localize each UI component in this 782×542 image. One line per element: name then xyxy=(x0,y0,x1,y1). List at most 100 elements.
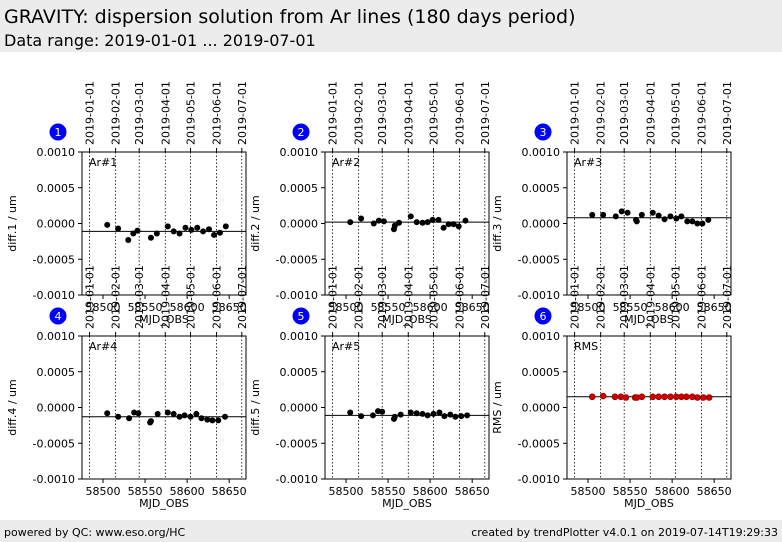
data-point xyxy=(435,216,442,223)
data-point xyxy=(125,236,132,243)
data-point xyxy=(126,415,133,422)
data-point xyxy=(447,411,454,418)
y-axis-label: diff.5 / um xyxy=(249,379,262,436)
data-point xyxy=(182,224,189,231)
data-point xyxy=(419,219,426,226)
x-tick-label: 58550 xyxy=(613,301,648,314)
top-date-label: 2019-03-01 xyxy=(376,81,389,145)
data-point xyxy=(407,213,414,220)
data-point xyxy=(633,218,640,225)
x-tick-label: 58650 xyxy=(212,301,247,314)
data-point xyxy=(429,216,436,223)
top-date-label: 2019-04-01 xyxy=(402,265,415,329)
data-point xyxy=(424,219,431,226)
data-point xyxy=(699,394,707,401)
data-point xyxy=(188,226,195,233)
y-axis-label: diff.1 / um xyxy=(6,195,19,252)
y-tick-label: -0.0010 xyxy=(518,289,560,302)
y-axis-label: diff.3 / um xyxy=(491,195,504,252)
y-axis-label: RMS / um xyxy=(491,381,504,434)
page-title: GRAVITY: dispersion solution from Ar lin… xyxy=(4,6,576,28)
y-tick-label: -0.0005 xyxy=(518,437,560,450)
data-point xyxy=(612,213,619,220)
x-axis-label: MJD_OBS xyxy=(139,497,189,510)
data-point xyxy=(455,223,462,230)
x-tick-label: 58650 xyxy=(455,485,490,498)
top-date-label: 2019-04-01 xyxy=(644,81,657,145)
y-tick-label: 0.0000 xyxy=(37,402,76,415)
y-tick-label: -0.0010 xyxy=(276,473,318,486)
top-date-label: 2019-02-01 xyxy=(595,265,608,329)
data-point xyxy=(181,412,188,419)
x-axis-label: MJD_OBS xyxy=(624,313,674,326)
data-point xyxy=(678,213,685,220)
data-point xyxy=(358,215,365,222)
data-point xyxy=(358,413,365,420)
data-point xyxy=(673,215,680,222)
data-point xyxy=(379,408,386,415)
top-date-label: 2019-01-01 xyxy=(569,265,582,329)
x-tick-label: 58600 xyxy=(413,485,448,498)
y-tick-label: 0.0005 xyxy=(37,366,76,379)
series-label: Ar#1 xyxy=(89,156,117,169)
data-point xyxy=(200,228,207,235)
x-tick-label: 58650 xyxy=(212,485,247,498)
x-tick-label: 58550 xyxy=(371,485,406,498)
top-date-label: 2019-01-01 xyxy=(84,265,97,329)
data-point xyxy=(655,212,662,219)
top-date-label: 2019-02-01 xyxy=(110,265,123,329)
top-date-label: 2019-01-01 xyxy=(84,81,97,145)
series-label: RMS xyxy=(574,340,598,353)
x-tick-label: 58500 xyxy=(86,301,121,314)
data-point xyxy=(661,393,668,401)
x-tick-label: 58600 xyxy=(170,485,205,498)
data-point xyxy=(347,409,354,416)
top-date-label: 2019-05-01 xyxy=(427,265,440,329)
y-tick-label: 0.0000 xyxy=(280,402,319,415)
x-axis-label: MJD_OBS xyxy=(382,313,432,326)
x-tick-label: 58550 xyxy=(128,301,163,314)
data-point xyxy=(683,393,690,401)
data-point xyxy=(380,218,387,225)
top-date-label: 2019-03-01 xyxy=(618,265,631,329)
y-tick-label: -0.0010 xyxy=(33,473,75,486)
data-point xyxy=(699,220,706,227)
data-point xyxy=(638,211,645,218)
y-tick-label: 0.0010 xyxy=(37,146,76,159)
data-point xyxy=(147,418,154,425)
data-point xyxy=(193,410,200,417)
y-tick-label: 0.0000 xyxy=(522,218,561,231)
data-point xyxy=(104,221,111,228)
y-tick-label: 0.0010 xyxy=(280,330,319,343)
series-label: Ar#3 xyxy=(574,156,602,169)
x-tick-label: 58550 xyxy=(371,301,406,314)
y-tick-label: 0.0005 xyxy=(522,182,561,195)
data-point xyxy=(135,410,142,417)
data-point xyxy=(638,393,646,401)
top-date-label: 2019-07-01 xyxy=(721,81,734,145)
data-point xyxy=(170,228,177,235)
y-tick-label: 0.0000 xyxy=(522,402,561,415)
top-date-label: 2019-05-01 xyxy=(184,265,197,329)
top-date-label: 2019-07-01 xyxy=(479,265,492,329)
panel-number-badge xyxy=(292,307,310,325)
data-point xyxy=(611,393,619,401)
top-date-label: 2019-02-01 xyxy=(353,265,366,329)
x-axis-label: MJD_OBS xyxy=(624,497,674,510)
data-point xyxy=(164,409,171,416)
top-date-label: 2019-06-01 xyxy=(696,81,709,145)
panel-number-badge xyxy=(534,123,552,141)
y-tick-label: -0.0005 xyxy=(276,253,318,266)
data-point xyxy=(147,234,154,241)
data-point xyxy=(187,413,194,420)
y-tick-label: -0.0005 xyxy=(33,253,75,266)
data-point xyxy=(661,216,668,223)
data-point xyxy=(588,393,596,401)
x-tick-label: 58600 xyxy=(655,301,690,314)
data-point xyxy=(462,217,469,224)
top-date-label: 2019-05-01 xyxy=(427,81,440,145)
x-tick-label: 58650 xyxy=(697,485,732,498)
top-date-label: 2019-04-01 xyxy=(644,265,657,329)
plot-frame xyxy=(324,335,490,480)
